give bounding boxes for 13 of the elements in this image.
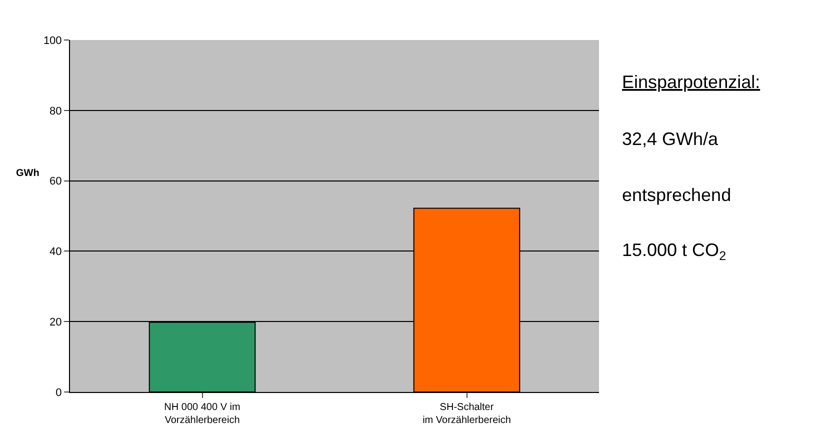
- x-tick-label: SH-Schalter im Vorzählerbereich: [422, 402, 511, 426]
- text: Einsparpotenzial:: [622, 72, 760, 92]
- y-tick-label: 0: [56, 386, 62, 399]
- y-tick-label: 60: [50, 176, 62, 188]
- y-tick-label: 40: [50, 246, 62, 258]
- y-tick-label: 20: [50, 316, 62, 328]
- text: 32,4 GWh/a: [622, 129, 720, 149]
- x-tick-label: NH 000 400 V im Vorzählerbereich: [164, 402, 240, 426]
- text: 15.000 t CO$_{2}$: [622, 240, 726, 263]
- y-tick-label: 80: [50, 105, 62, 118]
- y-tick-label: 100: [43, 34, 62, 47]
- y-axis-title: GWh: [16, 168, 40, 179]
- text: entsprechend: [622, 185, 732, 205]
